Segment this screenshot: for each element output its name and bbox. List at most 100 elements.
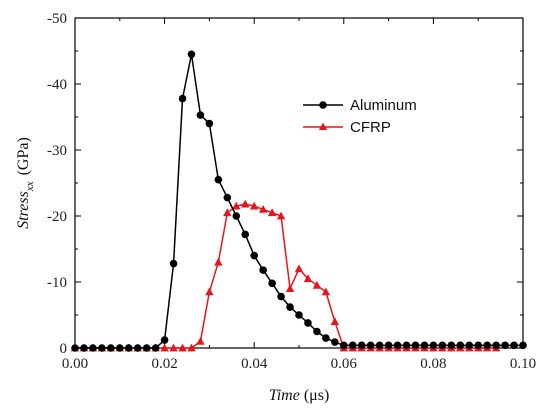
y-axis-title-main: Stress <box>15 191 32 229</box>
data-point-aluminum <box>89 344 97 352</box>
y-tick-label: -40 <box>47 77 67 93</box>
data-point-aluminum <box>107 344 115 352</box>
data-point-aluminum <box>384 341 393 350</box>
data-point-aluminum <box>277 292 285 301</box>
data-point-aluminum <box>492 341 500 350</box>
data-point-cfrp <box>232 201 241 210</box>
legend-cfrp-label: CFRP <box>350 119 391 136</box>
data-point-aluminum <box>214 175 223 184</box>
data-point-aluminum <box>420 341 429 350</box>
y-tick-label: 0 <box>60 341 68 357</box>
data-point-aluminum <box>411 341 420 350</box>
legend: Aluminum CFRP <box>303 97 417 136</box>
data-point-aluminum <box>124 344 133 352</box>
data-point-cfrp <box>250 201 259 210</box>
y-tick-label: -10 <box>47 275 67 291</box>
series-layer <box>70 50 527 352</box>
data-point-cfrp <box>178 343 187 352</box>
y-axis-title: Stressxx (GPa) <box>15 137 36 229</box>
data-point-cfrp <box>205 287 214 296</box>
series-cfrp <box>70 199 501 352</box>
data-point-aluminum <box>348 341 357 350</box>
data-point-cfrp <box>214 257 223 266</box>
data-point-aluminum <box>429 341 438 350</box>
data-point-aluminum <box>223 193 232 202</box>
data-point-cfrp <box>330 317 340 325</box>
data-point-aluminum <box>71 344 79 352</box>
data-point-aluminum <box>142 344 151 352</box>
y-tick-label: -20 <box>47 209 67 225</box>
data-point-aluminum <box>178 94 187 103</box>
data-point-cfrp <box>294 264 304 273</box>
data-point-cfrp <box>321 287 331 296</box>
axis-ticks <box>74 17 524 349</box>
data-point-aluminum <box>250 251 258 260</box>
data-point-aluminum <box>313 327 321 336</box>
data-point-aluminum <box>151 344 160 352</box>
data-point-aluminum <box>474 341 483 350</box>
data-point-aluminum <box>438 341 447 350</box>
data-point-aluminum <box>80 344 88 352</box>
data-point-cfrp <box>258 205 268 213</box>
x-axis-title-main: Time <box>269 387 300 404</box>
data-point-aluminum <box>331 338 339 346</box>
y-axis-title-sub: xx <box>24 181 36 192</box>
legend-cfrp-marker <box>318 122 328 130</box>
x-tick-label: 0.02 <box>151 356 177 372</box>
data-point-cfrp <box>276 211 286 220</box>
data-point-aluminum <box>447 341 456 350</box>
data-point-aluminum <box>196 111 205 119</box>
data-point-aluminum <box>232 212 241 220</box>
data-point-aluminum <box>456 341 465 350</box>
data-point-aluminum <box>98 344 106 352</box>
y-tick-label: -50 <box>47 11 67 27</box>
data-point-cfrp <box>223 208 232 217</box>
data-point-aluminum <box>116 344 124 352</box>
data-point-cfrp <box>241 199 250 208</box>
data-point-aluminum <box>375 341 384 350</box>
data-point-aluminum <box>187 50 196 59</box>
data-point-cfrp <box>169 343 178 352</box>
data-point-aluminum <box>133 344 142 352</box>
data-point-aluminum <box>304 319 312 327</box>
series-line-aluminum <box>75 53 523 349</box>
x-tick-label: 0.10 <box>510 356 536 372</box>
x-axis-title-unit: (μs) <box>300 387 329 404</box>
x-axis-title: Time (μs) <box>269 387 330 404</box>
data-point-cfrp <box>267 208 277 217</box>
data-point-aluminum <box>322 334 330 342</box>
x-tick-label: 0.04 <box>241 356 268 372</box>
x-tick-label: 0.06 <box>331 356 358 372</box>
data-point-cfrp <box>303 274 313 283</box>
data-point-cfrp <box>196 337 205 345</box>
data-point-aluminum <box>295 311 303 319</box>
data-point-aluminum <box>402 341 411 350</box>
data-point-cfrp <box>285 284 295 292</box>
data-point-aluminum <box>501 341 509 350</box>
data-point-aluminum <box>510 341 518 350</box>
data-point-aluminum <box>366 341 375 350</box>
x-tick-label: 0.08 <box>420 356 446 372</box>
data-point-cfrp <box>160 343 169 352</box>
data-point-aluminum <box>393 341 402 350</box>
y-tick-label: -30 <box>47 143 67 159</box>
data-point-cfrp <box>187 343 196 352</box>
series-line-cfrp <box>75 203 497 349</box>
data-point-aluminum <box>340 341 348 350</box>
data-point-aluminum <box>160 336 169 344</box>
data-point-aluminum <box>483 341 491 350</box>
data-point-aluminum <box>241 230 250 239</box>
data-point-cfrp <box>312 280 322 289</box>
series-aluminum <box>71 50 527 352</box>
data-point-aluminum <box>286 303 294 311</box>
legend-aluminum-label: Aluminum <box>350 97 417 114</box>
data-point-aluminum <box>465 341 474 350</box>
axis-tick-labels: 0.00 0.02 0.04 0.06 0.08 0.10 -50 -40 -30 -20 -10 0 <box>47 11 536 372</box>
y-axis-title-unit: (GPa) <box>15 137 32 175</box>
data-point-aluminum <box>259 266 267 274</box>
data-point-aluminum <box>205 119 214 128</box>
data-point-aluminum <box>169 259 178 268</box>
data-point-aluminum <box>268 279 276 288</box>
plot-area-frame <box>74 17 524 349</box>
